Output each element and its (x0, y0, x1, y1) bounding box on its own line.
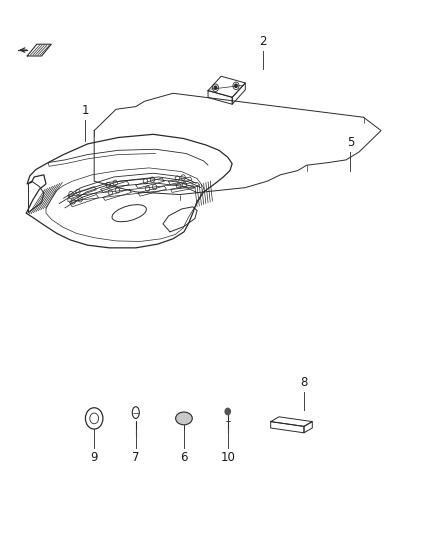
Text: 1: 1 (81, 104, 89, 117)
Text: 10: 10 (220, 451, 235, 464)
Circle shape (214, 86, 217, 90)
Text: 7: 7 (132, 451, 140, 464)
Text: 8: 8 (301, 376, 308, 389)
Text: 5: 5 (347, 136, 354, 149)
Ellipse shape (176, 412, 192, 425)
Circle shape (225, 408, 230, 415)
Text: 2: 2 (259, 35, 267, 47)
Circle shape (235, 84, 237, 87)
Text: 9: 9 (90, 451, 98, 464)
Text: 6: 6 (180, 451, 188, 464)
